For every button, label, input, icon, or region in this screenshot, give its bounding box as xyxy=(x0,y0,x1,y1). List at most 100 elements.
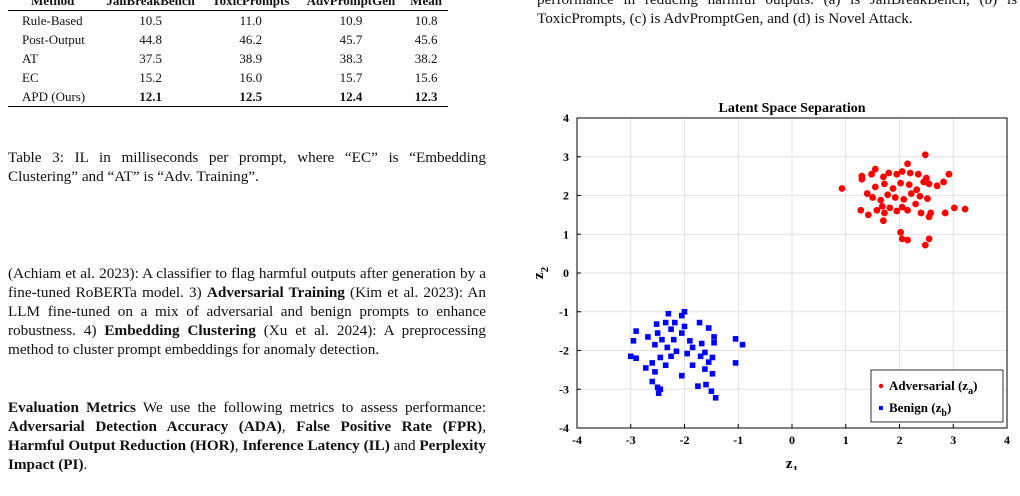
bold-term: Harmful Output Reduction (HOR) xyxy=(8,437,235,454)
adversarial-point xyxy=(924,195,931,202)
benign-point xyxy=(655,390,662,396)
benign-point xyxy=(684,350,690,357)
adversarial-point xyxy=(925,235,933,243)
benign-point xyxy=(689,362,696,369)
benign-point xyxy=(708,388,715,394)
x-tick-label: -4 xyxy=(572,433,582,447)
bold-term: Embedding Clustering xyxy=(104,322,256,339)
table-cell: 45.7 xyxy=(339,31,363,47)
metrics-paragraph: Evaluation Metrics We use the following … xyxy=(8,398,486,474)
data-points xyxy=(627,151,969,401)
table-cell: 15.6 xyxy=(414,69,438,85)
table-cell: Post-Output xyxy=(22,31,85,47)
table-header: Method xyxy=(8,0,98,11)
y-axis-label-sub: 2 xyxy=(539,266,551,272)
adversarial-point xyxy=(898,235,906,243)
section-heading: Evaluation Metrics xyxy=(8,399,136,416)
x-tick-label: 0 xyxy=(789,433,795,447)
legend-label-text: Adversarial (z xyxy=(889,378,968,393)
benign-point xyxy=(703,381,709,388)
benign-point xyxy=(627,353,634,360)
table-header-row: Method JailBreakBench ToxicPrompts AdvPr… xyxy=(8,0,448,11)
adversarial-point xyxy=(881,209,888,217)
benign-point xyxy=(643,365,649,371)
adversarial-point xyxy=(906,169,914,177)
results-table: Method JailBreakBench ToxicPrompts AdvPr… xyxy=(8,0,448,107)
table-cell: EC xyxy=(22,69,39,85)
adversarial-point xyxy=(912,200,920,208)
table-cell: 38.2 xyxy=(414,50,438,66)
table-cell: 12.4 xyxy=(297,87,405,107)
chart-title: Latent Space Separation xyxy=(719,101,866,116)
table-cell: 38.9 xyxy=(239,50,263,66)
y-axis-label: z2 xyxy=(531,266,551,279)
benign-point xyxy=(679,330,685,336)
benign-point xyxy=(695,383,701,389)
adversarial-point xyxy=(873,206,881,214)
benign-point xyxy=(711,339,717,346)
legend-box xyxy=(870,369,1004,423)
benign-point xyxy=(732,336,739,342)
baselines-paragraph: (Achiam et al. 2023): A classifier to fl… xyxy=(8,264,486,359)
adversarial-point xyxy=(886,204,894,212)
benign-point xyxy=(633,328,639,334)
table-row: APD (Ours) 12.1 12.5 12.4 12.3 xyxy=(8,87,448,107)
adversarial-point xyxy=(898,203,906,211)
benign-point xyxy=(687,338,693,344)
y-tick-label: 2 xyxy=(563,189,569,203)
y-tick-label: -2 xyxy=(559,344,569,358)
adversarial-point xyxy=(868,170,875,178)
benign-point xyxy=(712,394,719,401)
y-tick-label: 0 xyxy=(563,266,569,280)
legend-label-end: ) xyxy=(947,400,951,415)
benign-point xyxy=(709,370,716,377)
paragraph-text: , xyxy=(482,418,486,435)
benign-point xyxy=(652,369,658,375)
table-cell: Rule-Based xyxy=(22,12,83,28)
adversarial-point xyxy=(907,190,915,197)
paragraph-text: (Xu et al. 2024): A preprocessing method… xyxy=(8,322,486,358)
table-header: ToxicPrompts xyxy=(203,0,298,11)
adversarial-point xyxy=(893,170,901,178)
table-cell: 15.7 xyxy=(339,69,363,85)
y-tick-label: -3 xyxy=(559,382,569,396)
benign-point xyxy=(705,325,712,331)
bold-term: Adversarial Training xyxy=(206,284,345,301)
x-tick-label: -1 xyxy=(733,433,743,447)
x-tick-label: 3 xyxy=(950,433,956,447)
adversarial-point xyxy=(904,236,911,244)
latent-space-chart: -4 -3 -2 -1 0 1 2 3 4 -4 -3 -2 -1 0 1 2 3 4 Latent Space … xyxy=(531,101,1010,470)
table-header: Mean xyxy=(404,0,448,11)
table-header: JailBreakBench xyxy=(97,0,204,11)
table-cell: 10.9 xyxy=(339,12,363,28)
x-tick-label: -3 xyxy=(626,433,636,447)
adversarial-point xyxy=(900,195,908,203)
legend-label-adversarial: Adversarial (za) xyxy=(889,378,977,397)
table-cell: 12.3 xyxy=(404,87,448,107)
benign-point xyxy=(709,354,716,361)
benign-point xyxy=(654,330,661,336)
benign-point xyxy=(657,386,664,393)
table-row: Post-Output 44.8 46.2 45.7 45.6 xyxy=(8,30,448,49)
benign-point xyxy=(696,319,703,326)
adversarial-point xyxy=(871,183,879,191)
adversarial-point xyxy=(961,205,969,213)
adversarial-point xyxy=(921,241,929,249)
table-row: EC 15.2 16.0 15.7 15.6 xyxy=(8,68,448,87)
benign-point xyxy=(659,336,665,343)
benign-point xyxy=(668,326,674,332)
paragraph-text: and xyxy=(389,437,420,454)
legend-marker-benign xyxy=(879,406,883,410)
bold-term: Perplexity Impact (PI) xyxy=(8,437,487,473)
adversarial-point xyxy=(881,180,888,188)
table-cell: 11.0 xyxy=(239,12,262,28)
adversarial-point xyxy=(864,211,872,219)
table-cell: 10.5 xyxy=(139,12,162,28)
bold-term: False Positive Rate (FPR) xyxy=(296,418,483,435)
y-tick-label: -4 xyxy=(559,421,569,435)
benign-point xyxy=(681,323,688,330)
adversarial-point xyxy=(904,160,911,168)
benign-point xyxy=(645,334,651,340)
adversarial-point xyxy=(885,169,893,177)
benign-point xyxy=(657,354,664,361)
